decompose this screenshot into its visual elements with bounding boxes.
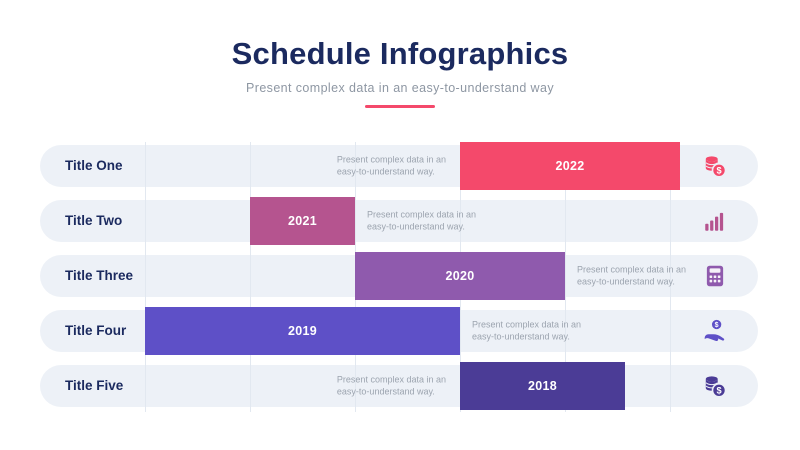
row-background: [40, 365, 758, 407]
row-title: Title One: [65, 158, 123, 173]
year-bar: 2020: [355, 252, 565, 300]
description-line: Present complex data in an: [336, 154, 446, 165]
year-bar: 2022: [460, 142, 680, 190]
description-line: Present complex data in an: [472, 319, 582, 330]
svg-text:$: $: [716, 166, 721, 176]
schedule-rows: Title One Present complex data in an eas…: [40, 140, 758, 412]
schedule-row: Title Five Present complex data in an ea…: [40, 362, 758, 410]
row-description: Present complex data in an easy-to-under…: [337, 375, 446, 398]
row-title: Title Three: [65, 268, 134, 283]
gridline: [670, 142, 671, 412]
chart-growth-icon: [702, 208, 728, 234]
year-bar: 2018: [460, 362, 625, 410]
row-description: Present complex data in an easy-to-under…: [472, 320, 581, 343]
year-label: 2019: [287, 324, 317, 338]
schedule-row: Title Two Present complex data in an eas…: [40, 197, 758, 245]
year-bar: 2019: [145, 307, 460, 355]
year-label: 2018: [527, 379, 557, 393]
schedule-row: Title One Present complex data in an eas…: [40, 142, 758, 190]
year-label: 2020: [445, 269, 475, 283]
year-label: 2022: [555, 159, 585, 173]
description-line: easy-to-understand way.: [577, 276, 675, 286]
year-label: 2021: [287, 214, 317, 228]
description-line: easy-to-understand way.: [336, 166, 435, 176]
row-title: Title Four: [65, 323, 127, 338]
description-line: easy-to-understand way.: [367, 221, 465, 231]
gridline: [565, 142, 566, 412]
page-subtitle: Present complex data in an easy-to-under…: [246, 81, 554, 95]
svg-text:$: $: [715, 322, 719, 329]
row-background: [40, 200, 758, 242]
gridline: [145, 142, 146, 412]
description-line: Present complex data in an: [577, 264, 687, 275]
hand-coin-icon: $: [702, 318, 728, 344]
row-description: Present complex data in an easy-to-under…: [337, 155, 446, 178]
year-bar: 2021: [250, 197, 355, 245]
calculator-icon: [702, 263, 728, 289]
schedule-row: Title Four Present complex data in an ea…: [40, 307, 758, 355]
description-line: easy-to-understand way.: [472, 331, 570, 341]
description-line: Present complex data in an: [367, 209, 477, 220]
row-title: Title Two: [65, 213, 123, 228]
row-title: Title Five: [65, 378, 124, 393]
gridline: [250, 142, 251, 412]
schedule-row: Title Three Present complex data in an e…: [40, 252, 758, 300]
svg-text:$: $: [716, 386, 721, 396]
description-line: easy-to-understand way.: [336, 386, 435, 396]
description-line: Present complex data in an: [336, 374, 446, 385]
coins-icon: $: [702, 153, 728, 179]
accent-divider: [365, 105, 435, 108]
row-description: Present complex data in an easy-to-under…: [367, 210, 476, 233]
coins-icon: $: [702, 373, 728, 399]
row-description: Present complex data in an easy-to-under…: [577, 265, 686, 288]
page-title: Schedule Infographics: [231, 36, 569, 71]
